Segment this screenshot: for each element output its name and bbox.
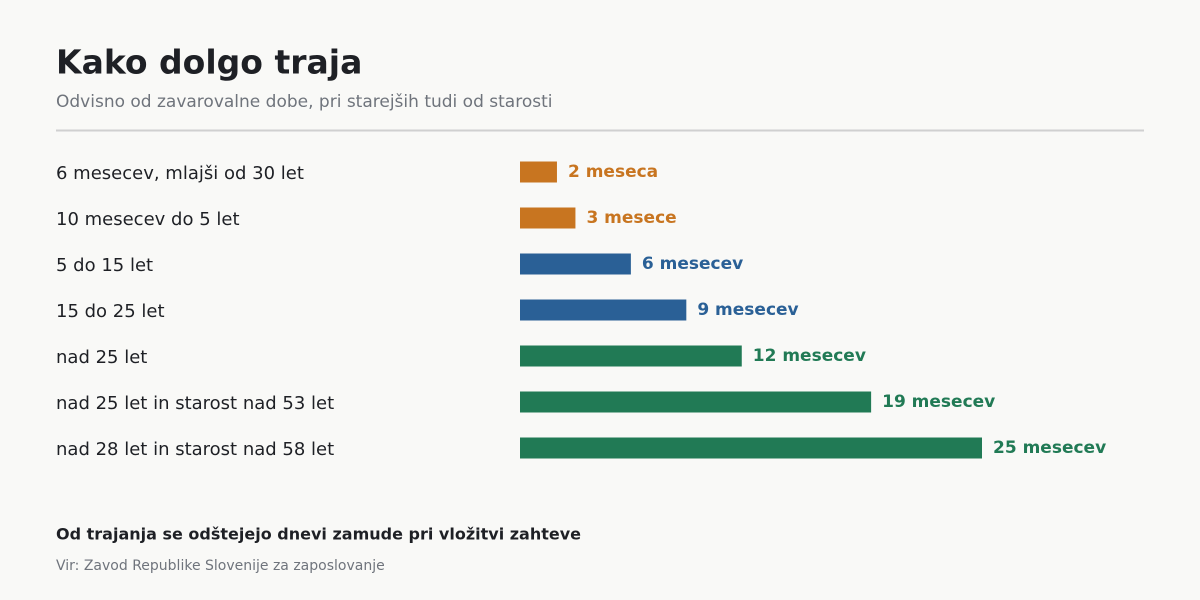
value-label: 6 mesecev — [642, 254, 743, 274]
value-label: 2 meseca — [568, 162, 658, 182]
value-label: 9 mesecev — [697, 300, 798, 320]
category-label: 6 mesecev, mlajši od 30 let — [56, 163, 304, 184]
chart-subtitle: Odvisno od zavarovalne dobe, pri starejš… — [56, 92, 552, 112]
bar — [520, 207, 576, 229]
chart-title: Kako dolgo traja — [56, 43, 362, 82]
category-label: nad 28 let in starost nad 58 let — [56, 439, 334, 460]
category-label: 10 mesecev do 5 let — [56, 209, 240, 230]
bar — [520, 437, 982, 459]
value-label: 19 mesecev — [882, 392, 995, 412]
category-label: 15 do 25 let — [56, 301, 165, 322]
value-label: 25 mesecev — [993, 438, 1106, 458]
bar — [520, 345, 742, 367]
bar — [520, 161, 557, 183]
bar — [520, 253, 631, 275]
value-label: 12 mesecev — [753, 346, 866, 366]
bar — [520, 391, 872, 413]
bar — [520, 299, 687, 321]
category-label: 5 do 15 let — [56, 255, 153, 276]
footnote: Od trajanja se odštejejo dnevi zamude pr… — [56, 525, 581, 544]
category-label: nad 25 let — [56, 347, 147, 368]
source: Vir: Zavod Republike Slovenije za zaposl… — [56, 558, 385, 574]
value-label: 3 mesece — [586, 208, 676, 228]
category-label: nad 25 let in starost nad 53 let — [56, 393, 334, 414]
